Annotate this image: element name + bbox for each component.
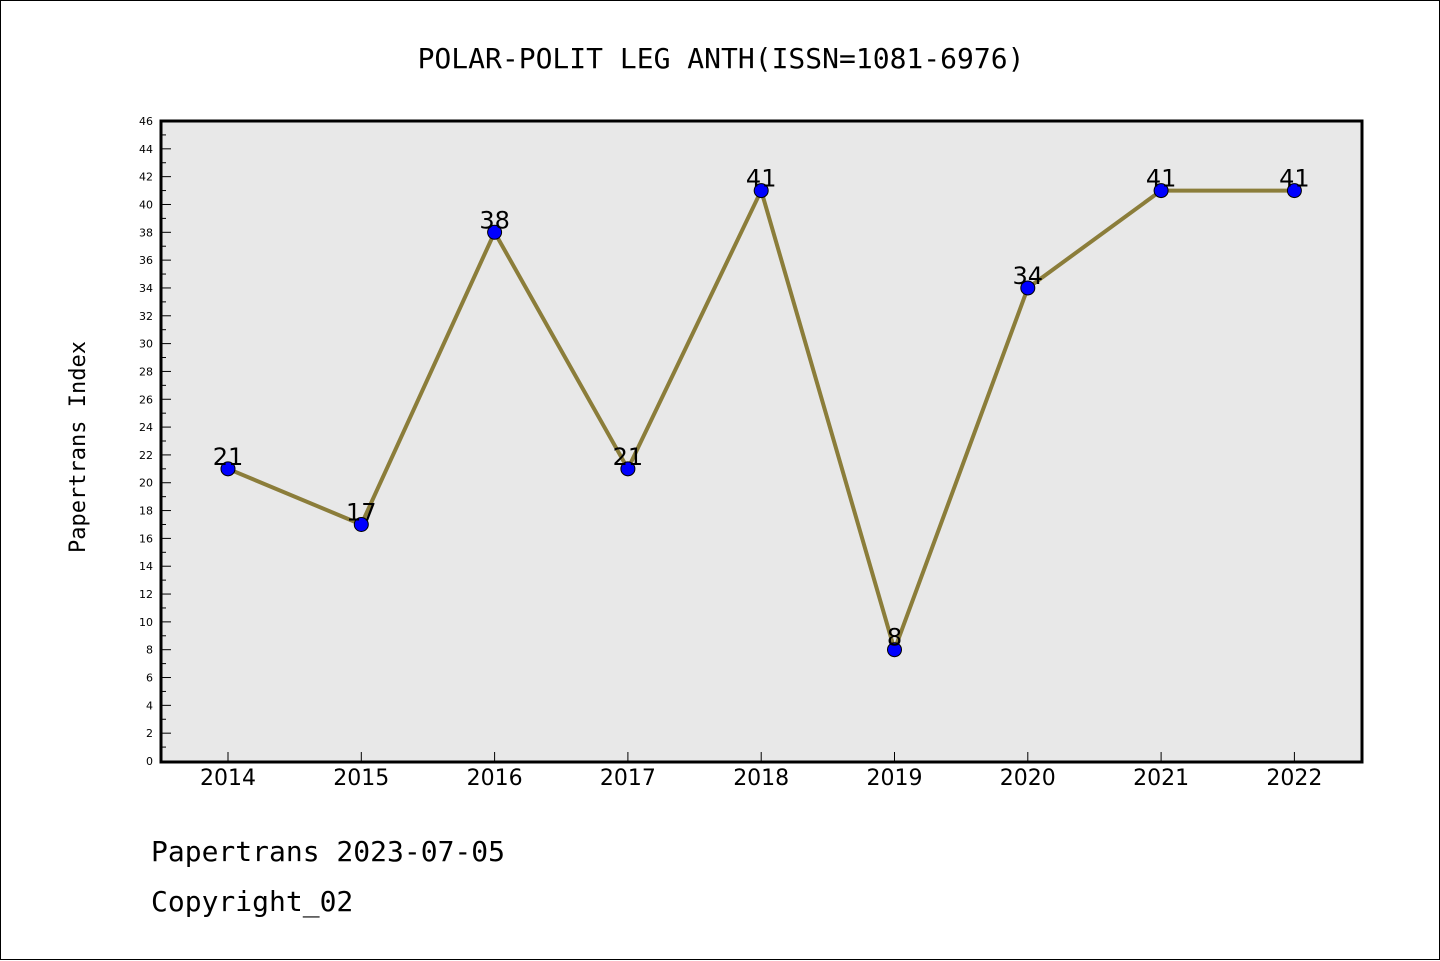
y-tick-label: 42 bbox=[139, 171, 153, 184]
x-tick-label: 2014 bbox=[200, 766, 256, 791]
data-label: 34 bbox=[1013, 262, 1044, 290]
data-point bbox=[220, 461, 236, 477]
y-tick-label: 16 bbox=[139, 532, 153, 545]
x-tick-label: 2016 bbox=[467, 766, 523, 791]
y-tick-label: 46 bbox=[139, 115, 153, 128]
x-tick-label: 2015 bbox=[333, 766, 389, 791]
chart-title: POLAR-POLIT LEG ANTH(ISSN=1081-6976) bbox=[418, 42, 1025, 75]
y-tick-label: 32 bbox=[139, 310, 153, 323]
data-label: 41 bbox=[746, 165, 777, 193]
x-axis-ticks: 2014 2015 2016 2017 2018 2019 2020 2021 2022 bbox=[200, 752, 1322, 791]
y-tick-label: 18 bbox=[139, 505, 153, 518]
data-point bbox=[1020, 280, 1036, 296]
y-tick-label: 12 bbox=[139, 588, 153, 601]
x-tick-label: 2017 bbox=[600, 766, 656, 791]
y-tick-label: 44 bbox=[139, 143, 153, 156]
y-tick-label: 20 bbox=[139, 477, 153, 490]
data-point bbox=[753, 183, 769, 199]
y-tick-label: 38 bbox=[139, 226, 153, 239]
y-tick-label: 30 bbox=[139, 338, 153, 351]
x-tick-label: 2020 bbox=[1000, 766, 1056, 791]
y-tick-label: 28 bbox=[139, 365, 153, 378]
y-tick-label: 26 bbox=[139, 393, 153, 406]
series-points bbox=[220, 183, 1302, 658]
y-tick-label: 36 bbox=[139, 254, 153, 267]
footer-copyright: Copyright_02 bbox=[151, 885, 354, 918]
y-tick-label: 8 bbox=[146, 644, 153, 657]
x-tick-label: 2021 bbox=[1133, 766, 1189, 791]
y-tick-label: 14 bbox=[139, 560, 153, 573]
data-labels: 21 17 38 21 41 8 34 41 41 bbox=[213, 165, 1310, 652]
x-tick-label: 2018 bbox=[733, 766, 789, 791]
data-label: 41 bbox=[1279, 165, 1310, 193]
y-axis-ticks: 0246810121416182022242628303234363840424… bbox=[139, 115, 171, 768]
y-tick-label: 34 bbox=[139, 282, 153, 295]
data-label: 8 bbox=[887, 624, 902, 652]
data-point bbox=[887, 642, 902, 658]
data-label: 41 bbox=[1146, 165, 1177, 193]
data-label: 21 bbox=[613, 443, 644, 471]
data-label: 21 bbox=[213, 443, 244, 471]
y-tick-label: 10 bbox=[139, 616, 153, 629]
y-tick-label: 2 bbox=[146, 727, 153, 740]
y-tick-label: 0 bbox=[146, 755, 153, 768]
y-tick-label: 24 bbox=[139, 421, 153, 434]
data-point bbox=[1153, 183, 1169, 199]
data-point bbox=[1286, 183, 1302, 199]
plot-area bbox=[159, 119, 1364, 764]
y-tick-label: 22 bbox=[139, 449, 153, 462]
data-label: 17 bbox=[346, 498, 377, 526]
y-tick-label: 4 bbox=[146, 699, 153, 712]
data-point bbox=[487, 224, 503, 240]
x-tick-label: 2019 bbox=[867, 766, 923, 791]
y-tick-label: 6 bbox=[146, 672, 153, 685]
y-tick-label: 40 bbox=[139, 198, 153, 211]
data-point bbox=[620, 461, 636, 477]
footer-date: Papertrans 2023-07-05 bbox=[151, 835, 506, 868]
y-axis-label: Papertrans Index bbox=[66, 341, 91, 553]
data-point bbox=[353, 516, 369, 532]
x-tick-label: 2022 bbox=[1266, 766, 1322, 791]
data-label: 38 bbox=[479, 206, 510, 234]
